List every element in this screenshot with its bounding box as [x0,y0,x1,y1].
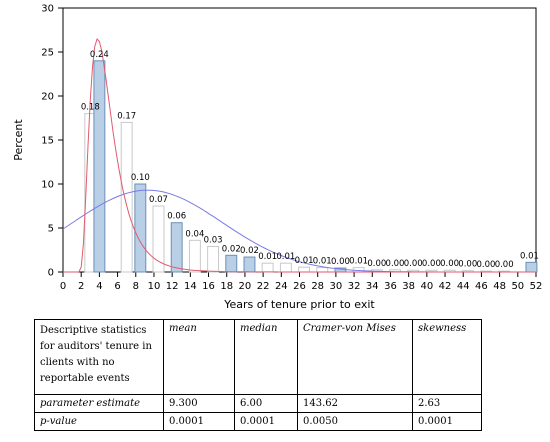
table-cell: 2.63 [412,394,482,413]
histogram-bar [152,205,165,273]
x-tick-label: 24 [275,281,288,292]
histogram-bar [188,239,201,273]
y-axis-title: Percent [12,119,25,161]
x-tick-label: 2 [78,281,84,292]
bar-data-label: 0.01 [349,257,368,267]
bar-data-label: 0.01 [276,252,295,262]
table-cell: 0.0050 [297,412,413,431]
y-tick-label: 15 [41,136,54,147]
histogram-bar [243,256,256,273]
histogram-bar [279,262,292,273]
x-tick-label: 12 [166,281,179,292]
col-header-cramer-von-mises: Cramer-von Mises [297,319,413,395]
y-tick-label: 0 [48,268,54,279]
histogram-bar [525,261,538,273]
bar-data-label: 0.00 [422,259,441,269]
y-tick-label: 20 [41,92,54,103]
x-tick-label: 20 [239,281,252,292]
plot-frame [62,7,537,273]
x-tick-label: 38 [402,281,415,292]
row-label-p-value: p-value [34,412,164,431]
y-tick-label: 30 [41,4,54,15]
table-description-cell: Descriptive statistics for auditors' ten… [34,319,164,395]
bar-data-label: 0.07 [149,195,168,205]
x-tick-label: 14 [184,281,197,292]
x-tick-label: 32 [348,281,361,292]
bar-data-label: 0.00 [477,260,496,270]
x-tick-label: 18 [220,281,233,292]
x-tick-label: 16 [202,281,215,292]
col-header-skewness: skewness [412,319,482,395]
bar-data-label: 0.00 [495,260,514,270]
bar-data-label: 0.00 [367,259,386,269]
table-cell: 9.300 [163,394,235,413]
histogram-bar [134,183,147,273]
bar-data-label: 0.24 [90,50,109,60]
x-tick-label: 30 [330,281,343,292]
histogram-bar [207,245,220,273]
bar-data-label: 0.02 [222,244,241,254]
bar-data-label: 0.02 [240,246,259,256]
x-tick-label: 10 [148,281,161,292]
x-tick-label: 48 [493,281,506,292]
col-header-mean: mean [163,319,235,395]
y-tick-label: 10 [41,180,54,191]
table-cell: 143.62 [297,394,413,413]
bar-data-label: 0.01 [520,251,539,261]
x-axis-title: Years of tenure prior to exit [223,298,375,311]
row-label-parameter-estimate: parameter estimate [34,394,164,413]
bar-data-label: 0.01 [258,252,277,262]
bar-data-label: 0.00 [440,259,459,269]
table-header-row: Descriptive statistics for auditors' ten… [34,319,482,395]
table-cell: 6.00 [234,394,298,413]
bar-data-label: 0.06 [167,212,186,222]
histogram-bar [170,222,183,273]
histogram-bar [261,262,274,273]
x-tick-label: 26 [293,281,306,292]
bar-data-label: 0.00 [404,259,423,269]
histogram-bar [316,267,329,273]
x-tick-label: 42 [439,281,452,292]
x-tick-label: 8 [133,281,139,292]
bar-data-label: 0.01 [295,256,314,266]
x-tick-label: 28 [311,281,324,292]
bar-data-label: 0.00 [386,259,405,269]
x-tick-label: 44 [457,281,470,292]
x-tick-label: 4 [96,281,102,292]
bar-data-label: 0.04 [185,229,204,239]
y-tick-label: 25 [41,48,54,59]
kernel-density-curve [63,38,536,273]
table-row: parameter estimate 9.300 6.00 143.62 2.6… [34,394,482,413]
table-row: p-value 0.0001 0.0001 0.0050 0.0001 [34,412,482,431]
histogram-chart: 0 5 10 15 20 25 30 0 2 4 6 8 10 12 14 16 18 20 22 24 26 28 30 3… [12,4,543,312]
histogram-bar [298,266,311,273]
x-tick-label: 22 [257,281,270,292]
histogram-bar [225,254,238,273]
x-tick-label: 0 [60,281,66,292]
table-cell: 0.0001 [412,412,482,431]
x-tick-label: 40 [420,281,433,292]
table-cell: 0.0001 [163,412,235,431]
bar-data-label: 0.00 [458,260,477,270]
bar-data-label: 0.18 [81,103,100,113]
x-tick-label: 34 [366,281,379,292]
descriptive-stats-table: Descriptive statistics for auditors' ten… [34,319,482,431]
bar-data-label: 0.10 [131,173,150,183]
histogram-bar [93,60,106,273]
y-tick-label: 5 [48,224,54,235]
bar-data-label: 0.03 [204,235,223,245]
bar-data-label: 0.00 [331,257,350,267]
table-cell: 0.0001 [234,412,298,431]
x-tick-label: 36 [384,281,397,292]
x-tick-label: 50 [511,281,524,292]
histogram-bar [120,121,133,273]
x-tick-label: 6 [114,281,120,292]
x-tick-label: 46 [475,281,488,292]
bar-data-label: 0.17 [117,111,136,121]
bar-data-label: 0.01 [313,257,332,267]
col-header-median: median [234,319,298,395]
x-tick-label: 52 [530,281,543,292]
